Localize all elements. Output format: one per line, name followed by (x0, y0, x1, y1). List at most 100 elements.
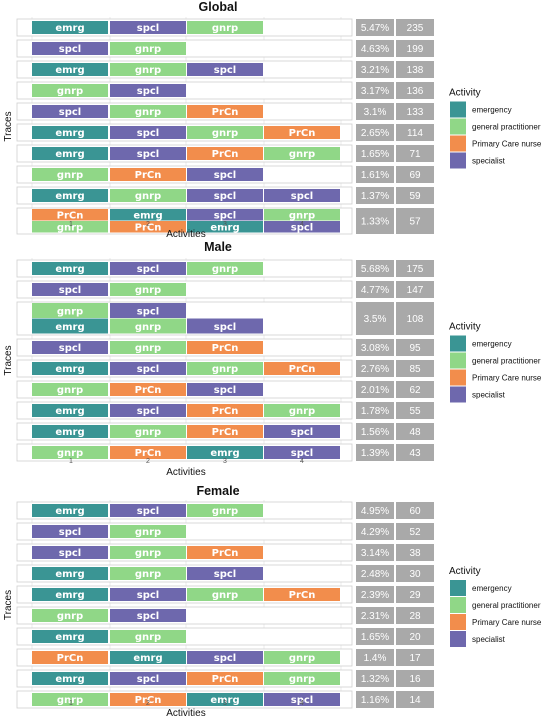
activity-segment (264, 651, 340, 664)
count-box (396, 302, 434, 335)
count-box (396, 544, 434, 561)
trace-row: spcl gnrp PrCn 3.08% 95 (16, 338, 434, 357)
activity-label: emrg (55, 427, 84, 438)
activity-segment (32, 609, 108, 622)
trace-row: emrg gnrp PrCn spcl 1.56% 48 (16, 422, 434, 441)
activity-label: spcl (214, 569, 236, 580)
trace-count: 55 (409, 406, 421, 417)
activity-label: gnrp (57, 385, 83, 396)
activity-label: spcl (214, 211, 236, 222)
activity-segment (110, 147, 186, 160)
activity-label: gnrp (135, 107, 161, 118)
activity-segment (32, 504, 108, 517)
activity-label: spcl (59, 343, 81, 354)
trace-count: 138 (407, 65, 424, 76)
activity-segment (187, 21, 263, 34)
activity-segment (32, 147, 108, 160)
count-box (396, 381, 434, 398)
trace-count: 69 (409, 170, 421, 181)
percent-box (356, 565, 394, 582)
trace-row: emrg spcl gnrp 5.47% 235 (16, 18, 434, 37)
trace-count: 114 (407, 128, 423, 139)
activity-label: spcl (214, 191, 236, 202)
activity-segment (32, 105, 108, 118)
legend-item-label: emergency (472, 340, 512, 349)
activity-segment (110, 42, 186, 55)
activity-segment (110, 630, 186, 643)
activity-label: gnrp (135, 44, 161, 55)
activity-segment (264, 446, 340, 459)
activity-segment (187, 318, 263, 334)
trace-count: 175 (407, 264, 424, 275)
count-box (396, 208, 434, 234)
activity-segment (110, 446, 186, 459)
activity-label: PrCn (135, 170, 162, 181)
percent-box (356, 82, 394, 99)
trace-percent: 1.4% (364, 653, 387, 664)
count-box (396, 402, 434, 419)
activity-label: spcl (137, 86, 159, 97)
trace-percent: 4.63% (361, 44, 389, 55)
activity-segment (187, 168, 263, 181)
trace-count: 59 (409, 191, 421, 202)
activity-label: spcl (137, 506, 159, 517)
activity-label: PrCn (212, 343, 239, 354)
count-box (396, 339, 434, 356)
activity-segment (187, 546, 263, 559)
activity-segment (110, 567, 186, 580)
trace-row: gnrp emrg spcl gnrp spcl 3.5% 108 (16, 301, 434, 336)
x-tick-label: 4 (300, 700, 304, 707)
activity-label: spcl (137, 23, 159, 34)
percent-box (356, 124, 394, 141)
activity-label: emrg (55, 406, 84, 417)
activity-segment (187, 425, 263, 438)
count-box (396, 628, 434, 645)
activity-segment (187, 651, 263, 664)
x-tick-label: 1 (69, 458, 73, 465)
percent-box (356, 586, 394, 603)
activity-segment (187, 209, 263, 221)
panel-title: Male (204, 240, 232, 254)
activity-label: emrg (55, 264, 84, 275)
percent-box (356, 187, 394, 204)
activity-segment (264, 362, 340, 375)
activity-label: gnrp (135, 632, 161, 643)
activity-label: PrCn (212, 149, 239, 160)
activity-segment (32, 209, 108, 221)
activity-segment (32, 168, 108, 181)
count-box (396, 423, 434, 440)
activity-segment (187, 383, 263, 396)
activity-segment (32, 404, 108, 417)
activity-label: PrCn (212, 427, 239, 438)
activity-segment (110, 105, 186, 118)
trace-row: emrg gnrp spcl spcl 1.37% 59 (16, 186, 434, 205)
trace-row: emrg gnrp spcl 2.48% 30 (16, 564, 434, 583)
activity-segment (32, 341, 108, 354)
trace-row: gnrp PrCn spcl 2.01% 62 (16, 380, 434, 399)
legend-title: Activity (449, 88, 481, 99)
trace-percent: 2.01% (361, 385, 389, 396)
activity-label: spcl (137, 364, 159, 375)
activity-segment (32, 672, 108, 685)
trace-percent: 1.16% (361, 695, 389, 706)
percent-box (356, 61, 394, 78)
activity-segment (187, 672, 263, 685)
activity-segment (264, 221, 340, 233)
percent-box (356, 544, 394, 561)
trace-count: 28 (409, 611, 421, 622)
legend-item-label: specialist (472, 635, 506, 644)
percent-box (356, 402, 394, 419)
activity-label: emrg (55, 364, 84, 375)
percent-box (356, 649, 394, 666)
activity-label: spcl (59, 107, 81, 118)
activity-label: emrg (55, 674, 84, 685)
percent-box (356, 40, 394, 57)
count-box (396, 649, 434, 666)
activity-label: spcl (59, 548, 81, 559)
trace-row: emrg spcl gnrp PrCn 2.76% 85 (16, 359, 434, 378)
trace-row: gnrp PrCn spcl 1.61% 69 (16, 165, 434, 184)
legend-item-label: emergency (472, 584, 512, 593)
count-box (396, 61, 434, 78)
